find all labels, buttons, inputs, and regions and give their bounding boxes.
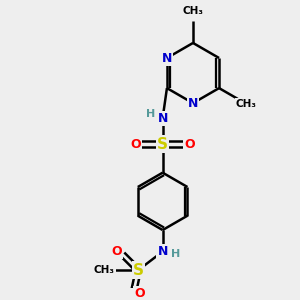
Text: O: O [112, 245, 122, 258]
Text: O: O [134, 286, 145, 300]
Text: CH₃: CH₃ [182, 6, 203, 16]
Text: N: N [162, 52, 172, 64]
Text: S: S [157, 136, 168, 152]
Text: N: N [188, 97, 198, 110]
Text: CH₃: CH₃ [236, 99, 257, 109]
Text: H: H [146, 109, 155, 119]
Text: O: O [131, 137, 141, 151]
Text: CH₃: CH₃ [94, 265, 115, 275]
Text: N: N [158, 112, 168, 125]
Text: O: O [184, 137, 195, 151]
Text: H: H [171, 249, 180, 260]
Text: N: N [158, 245, 168, 258]
Text: S: S [133, 263, 144, 278]
